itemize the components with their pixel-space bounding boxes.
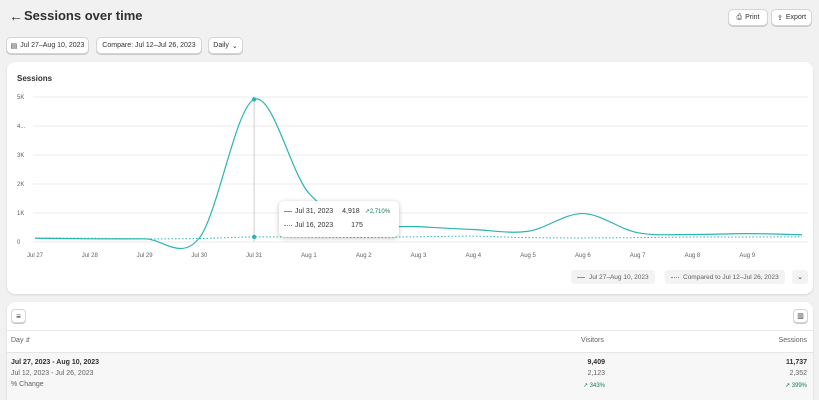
export-button[interactable]: ⇪ Export: [771, 9, 812, 26]
x-tick-label: Jul 28: [82, 253, 99, 259]
granularity-label: Daily: [213, 42, 229, 49]
highlight-point-compare: [251, 234, 257, 240]
column-header-day[interactable]: Day ⇵: [11, 337, 30, 344]
x-tick-label: Aug 7: [630, 253, 646, 259]
x-tick-label: Jul 31: [246, 253, 263, 259]
tooltip-current-row: Jul 31, 2023 4,918 ↗2,710%: [284, 208, 390, 215]
compare-label: Compare: Jul 12–Jul 26, 2023: [102, 42, 196, 49]
visitors-change: ↗ 343%: [582, 383, 605, 389]
printer-icon: ⎙: [736, 13, 743, 21]
chevron-down-icon: ⌄: [231, 42, 238, 50]
dotted-line-swatch-icon: [284, 225, 292, 226]
solid-line-swatch-icon: [284, 211, 292, 212]
x-tick-label: Aug 1: [301, 253, 317, 259]
date-range-button[interactable]: ▤ Jul 27–Aug 10, 2023: [6, 37, 89, 54]
sessions-table-card: ≡ ▥ Day ⇵ Visitors Sessions Jul 27, 2023…: [7, 302, 813, 400]
chart-title: Sessions: [17, 74, 53, 83]
visitors-current: 9,409: [587, 359, 605, 366]
summary-compare-label: Jul 12, 2023 - Jul 26, 2023: [11, 370, 94, 377]
tooltip-change-value: 2,710%: [369, 209, 391, 215]
divider: [7, 352, 813, 353]
legend-item-current[interactable]: Jul 27–Aug 10, 2023: [571, 270, 655, 284]
filter-lines-icon[interactable]: ≡: [11, 309, 26, 323]
column-header-sessions[interactable]: Sessions: [778, 337, 807, 344]
export-label: Export: [785, 14, 807, 21]
y-tick-label: 1K: [17, 211, 24, 217]
series-line-current: [34, 98, 803, 250]
series-line-compare: [34, 235, 803, 240]
tooltip-compare-row: Jul 16, 2023 175: [284, 222, 363, 229]
sessions-change: ↗ 399%: [784, 383, 807, 389]
x-tick-label: Jul 27: [27, 253, 44, 259]
summary-current-label: Jul 27, 2023 - Aug 10, 2023: [11, 359, 100, 366]
sort-icon: ⇵: [25, 338, 31, 344]
summary-change-label: % Change: [11, 381, 44, 388]
calendar-icon: ▤: [10, 42, 18, 50]
y-tick-label: 5K: [17, 95, 24, 101]
x-tick-label: Aug 3: [411, 253, 427, 259]
y-tick-label: 2K: [17, 182, 24, 188]
x-tick-label: Aug 5: [520, 253, 536, 259]
upload-icon: ⇪: [776, 14, 783, 22]
highlight-point-current: [251, 97, 257, 102]
day-header-label: Day: [11, 337, 24, 344]
legend-compare-label: Compared to Jul 12–Jul 26, 2023: [683, 273, 779, 281]
columns-icon[interactable]: ▥: [793, 309, 808, 323]
y-tick-label: 3K: [17, 153, 24, 159]
divider: [7, 330, 813, 331]
dotted-line-swatch-icon: [671, 276, 679, 278]
x-tick-label: Aug 4: [465, 253, 481, 259]
x-tick-label: Aug 8: [685, 253, 701, 259]
sessions-current: 11,737: [785, 359, 807, 366]
print-label: Print: [745, 14, 760, 21]
tooltip-change: ↗2,710%: [364, 209, 391, 215]
y-tick-label: 4...: [17, 124, 26, 130]
page-header: ← Sessions over time ⎙ Print ⇪ Export: [0, 0, 819, 34]
sessions-compare: 2,352: [789, 370, 807, 377]
sessions-line-chart: 0 1K 2K 3K 4... 5K Jul 27 Jul 28 Jul 29 Jul 30 Jul…: [17, 95, 808, 259]
x-tick-label: Jul 30: [191, 253, 208, 259]
table-row-summary[interactable]: Jul 27, 2023 - Aug 10, 2023 Jul 12, 2023…: [7, 353, 813, 400]
sessions-change-value: 399%: [791, 383, 807, 389]
solid-line-swatch-icon: [577, 276, 585, 278]
visitors-change-value: 343%: [589, 383, 605, 389]
granularity-select[interactable]: Daily ⌄: [208, 37, 243, 54]
x-tick-label: Aug 9: [739, 253, 755, 259]
legend-expand-chevron-icon[interactable]: ⌄: [792, 270, 808, 284]
sessions-chart-card: Sessions 0 1K 2K 3K 4... 5K Jul 27 Jul 28 Jul 29…: [7, 62, 813, 294]
back-arrow-icon[interactable]: ←: [9, 8, 23, 24]
tooltip-current-value: 4,918: [342, 208, 360, 215]
date-range-label: Jul 27–Aug 10, 2023: [20, 42, 85, 49]
chart-tooltip: Jul 31, 2023 4,918 ↗2,710% Jul 16, 2023 …: [279, 201, 399, 237]
x-tick-label: Aug 6: [575, 253, 591, 259]
x-tick-label: Jul 29: [137, 253, 154, 259]
y-tick-label: 0: [17, 240, 21, 246]
x-tick-label: Aug 2: [356, 253, 372, 259]
legend-current-label: Jul 27–Aug 10, 2023: [589, 273, 649, 281]
compare-button[interactable]: Compare: Jul 12–Jul 26, 2023: [96, 37, 202, 54]
page-title: Sessions over time: [24, 8, 143, 23]
tooltip-compare-date: Jul 16, 2023: [295, 222, 334, 229]
legend-item-compare[interactable]: Compared to Jul 12–Jul 26, 2023: [665, 270, 785, 284]
tooltip-current-date: Jul 31, 2023: [295, 208, 334, 215]
column-header-visitors[interactable]: Visitors: [581, 337, 604, 344]
visitors-compare: 2,123: [587, 370, 605, 377]
tooltip-compare-value: 175: [351, 222, 363, 229]
print-button[interactable]: ⎙ Print: [728, 9, 768, 26]
